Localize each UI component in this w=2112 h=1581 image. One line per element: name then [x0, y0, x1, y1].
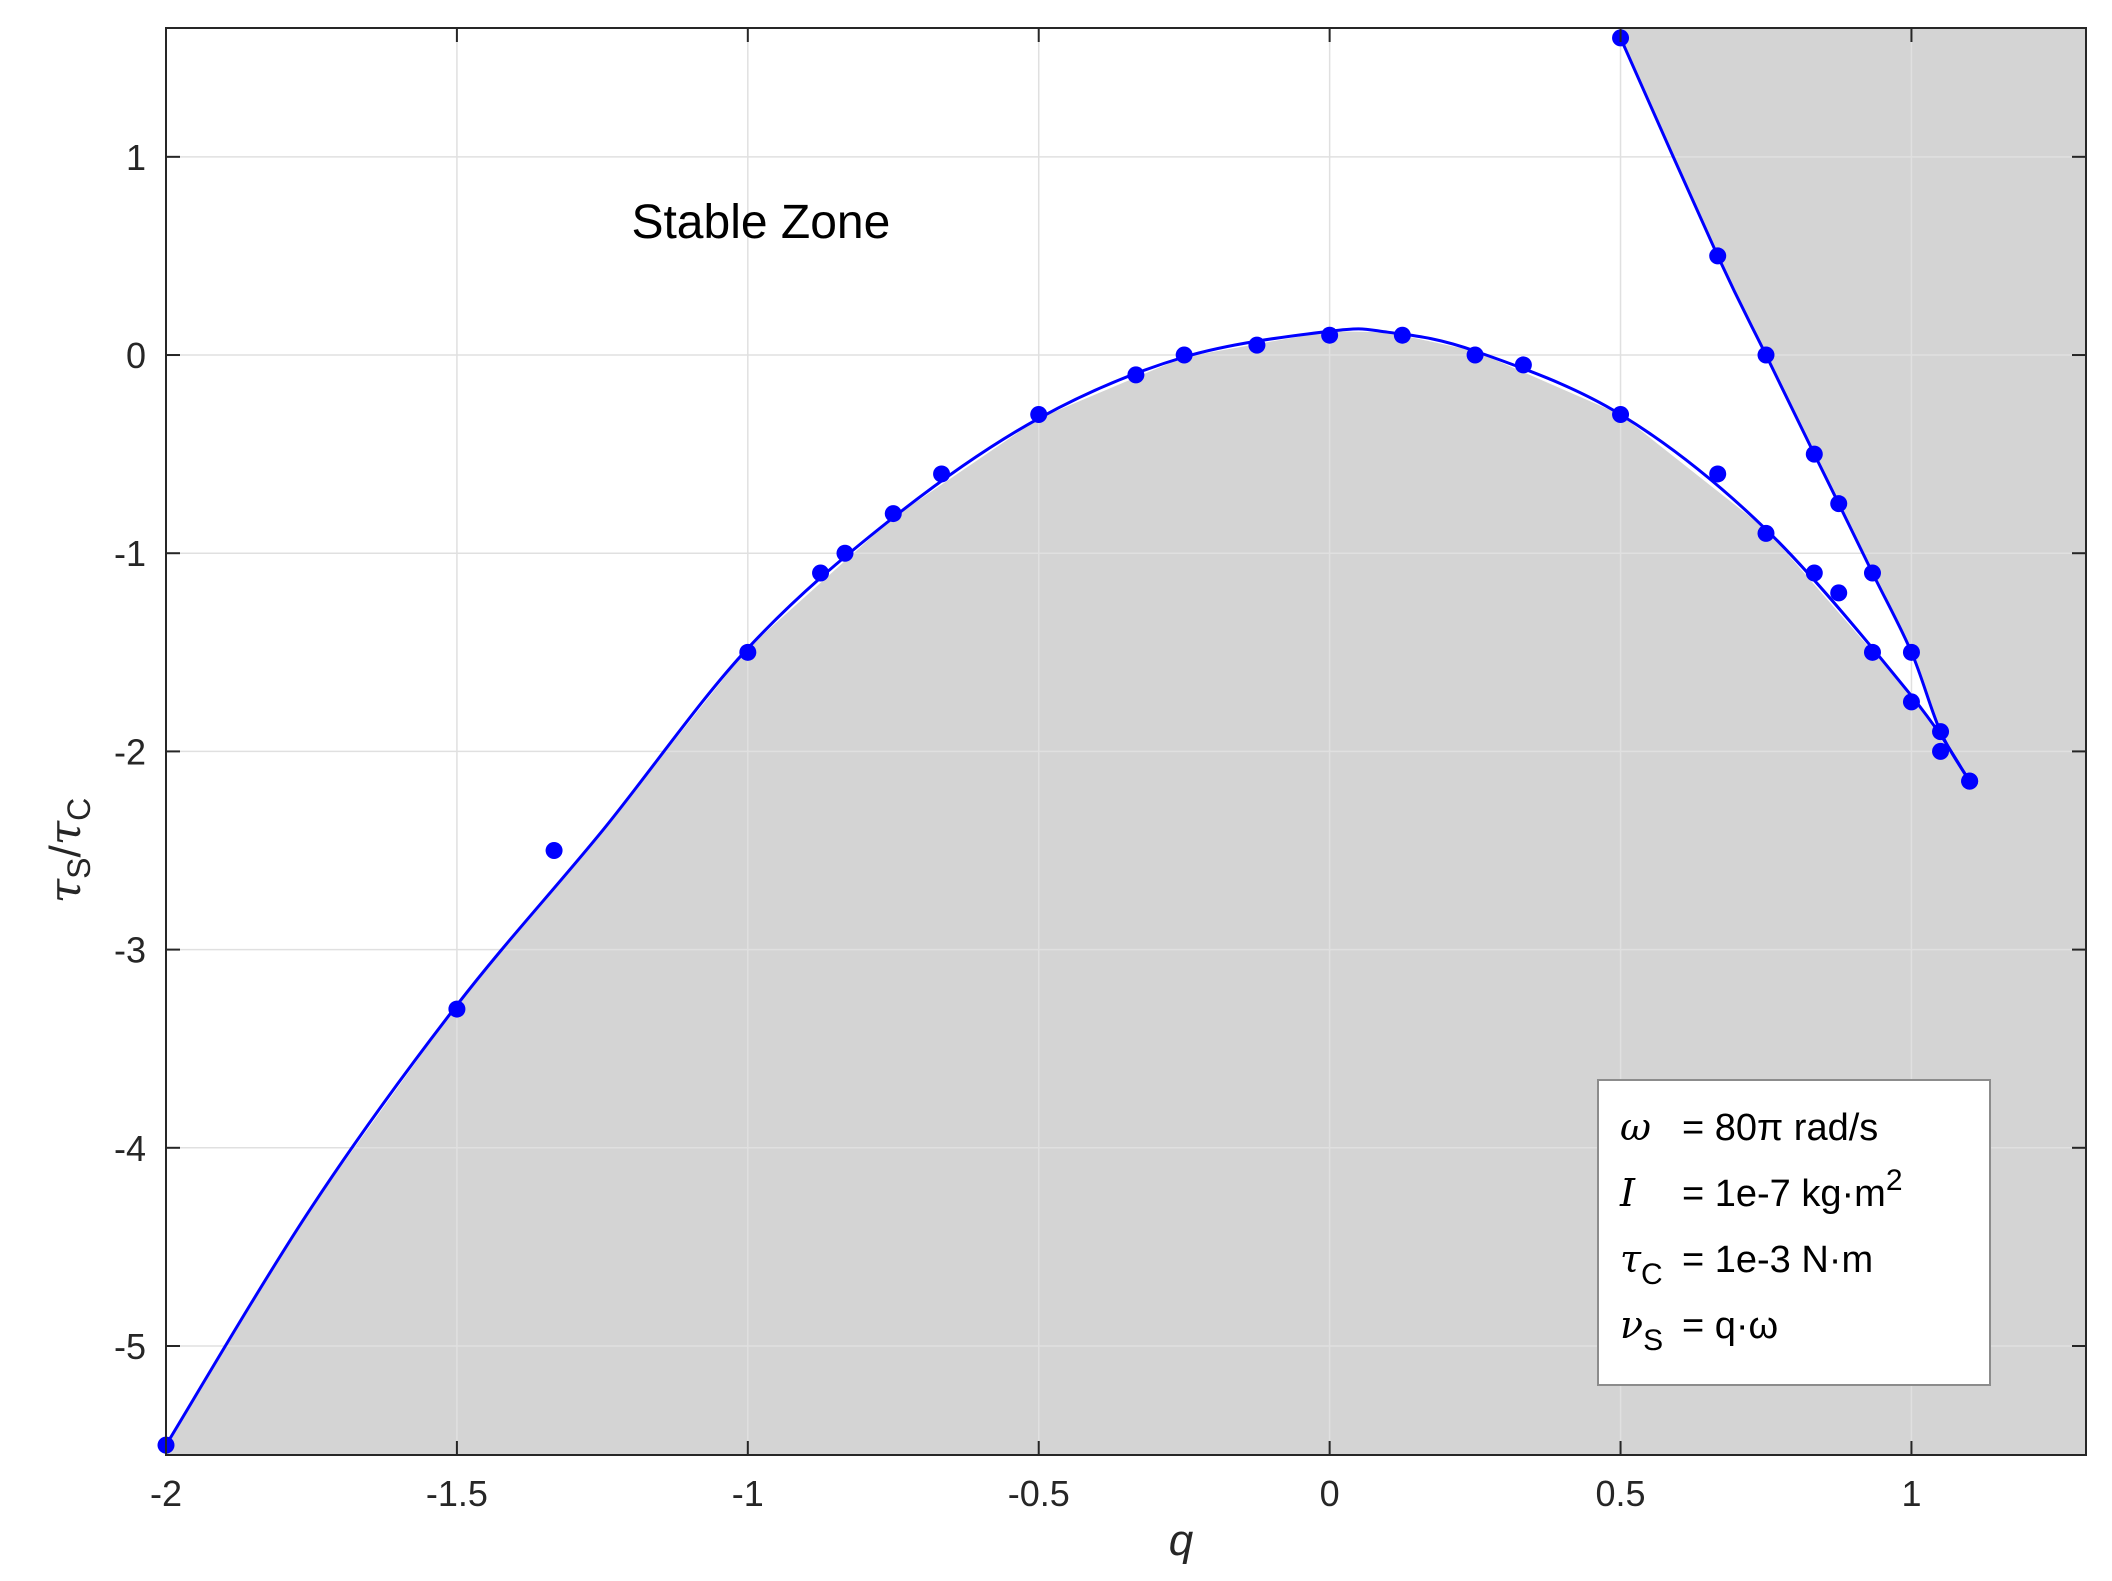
- y-tick-label: -2: [114, 731, 146, 772]
- x-tick-label: 1: [1901, 1473, 1921, 1514]
- y-label-slash: /: [41, 845, 90, 858]
- lower-series-point: [448, 1000, 466, 1018]
- legend-symbol: ν: [1620, 1303, 1643, 1347]
- stable-zone-annotation: Stable Zone: [631, 196, 890, 249]
- y-label-tau-c: τ: [40, 820, 91, 845]
- upper-series-point: [1902, 643, 1920, 661]
- lower-series-point: [1932, 742, 1950, 760]
- y-tick-label: 0: [126, 335, 146, 376]
- x-tick-label: 0: [1320, 1473, 1340, 1514]
- lower-series-point: [1805, 564, 1823, 582]
- axes-frame: [165, 27, 2087, 1456]
- upper-series-point: [1757, 346, 1775, 364]
- legend-superscript: 2: [1886, 1164, 1903, 1197]
- lower-series-point: [1248, 336, 1266, 354]
- legend-symbol: ω: [1620, 1105, 1651, 1149]
- y-axis-label: τS/τC: [40, 798, 97, 903]
- lower-series-point: [1514, 356, 1532, 374]
- lower-series-point: [1757, 524, 1775, 542]
- legend-value: = 1e-7 kg·m: [1682, 1173, 1886, 1215]
- plot-frame: [165, 27, 2087, 1456]
- legend-value: = 80π rad/s: [1682, 1107, 1878, 1149]
- axis-ticks: -2 -1.5 -1 -0.5 0 0.5 1 -5 -4 -3 -2 -1 0 1: [114, 28, 2086, 1514]
- y-tick-label: -5: [114, 1326, 146, 1367]
- lower-series-point: [1321, 326, 1339, 344]
- lower-series-point: [933, 465, 951, 483]
- legend-symbol: I: [1619, 1171, 1636, 1215]
- upper-series-point: [1932, 723, 1950, 741]
- lower-series-point: [739, 643, 757, 661]
- y-label-tau-s: τ: [40, 878, 91, 903]
- legend-value: = q·ω: [1682, 1305, 1778, 1347]
- legend-line: ω = 80π rad/s: [1620, 1105, 1878, 1149]
- lower-series-point: [1830, 584, 1848, 602]
- legend-line: τC = 1e-3 N·m: [1620, 1237, 1873, 1291]
- upper-series-point: [1830, 495, 1848, 513]
- lower-series-point: [1466, 346, 1484, 364]
- x-tick-label: -2: [150, 1473, 182, 1514]
- legend-symbol: τ: [1620, 1237, 1642, 1281]
- x-axis-label: q: [1169, 1516, 1194, 1565]
- x-tick-label: -0.5: [1008, 1473, 1070, 1514]
- y-label-sub-c: C: [61, 798, 97, 821]
- svg-text:τS/τC: τS/τC: [40, 798, 97, 903]
- lower-series-point: [545, 842, 563, 860]
- y-tick-label: 1: [126, 137, 146, 178]
- lower-series-point: [1709, 465, 1727, 483]
- upper-series-point: [1709, 247, 1727, 265]
- legend-line: νS = q·ω: [1620, 1303, 1778, 1357]
- upper-series-point: [1863, 564, 1881, 582]
- y-label-sub-s: S: [61, 858, 97, 879]
- y-tick-label: -3: [114, 930, 146, 971]
- legend-subscript: S: [1643, 1324, 1663, 1357]
- lower-series-point: [1863, 643, 1881, 661]
- lower-series-point: [836, 544, 854, 562]
- upper-series-point: [1961, 772, 1979, 790]
- legend-line: I = 1e-7 kg·m2: [1619, 1164, 1903, 1215]
- y-tick-label: -1: [114, 533, 146, 574]
- lower-series-point: [1030, 405, 1048, 423]
- lower-series-point: [1393, 326, 1411, 344]
- data-points: [157, 29, 1979, 1454]
- lower-series-point: [1127, 366, 1145, 384]
- legend-value: = 1e-3 N·m: [1682, 1239, 1873, 1281]
- upper-series-point: [1805, 445, 1823, 463]
- x-tick-label: -1: [732, 1473, 764, 1514]
- lower-series-point: [1175, 346, 1193, 364]
- x-tick-label: -1.5: [426, 1473, 488, 1514]
- lower-series-point: [884, 505, 902, 523]
- lower-series-point: [812, 564, 830, 582]
- lower-series-point: [1612, 405, 1630, 423]
- lower-series-point: [1902, 693, 1920, 711]
- parameter-legend: ω = 80π rad/s I = 1e-7 kg·m2 τC = 1e-3 N·m νS =…: [1597, 1079, 1991, 1386]
- y-tick-label: -4: [114, 1128, 146, 1169]
- legend-subscript: C: [1641, 1258, 1663, 1291]
- x-tick-label: 0.5: [1596, 1473, 1646, 1514]
